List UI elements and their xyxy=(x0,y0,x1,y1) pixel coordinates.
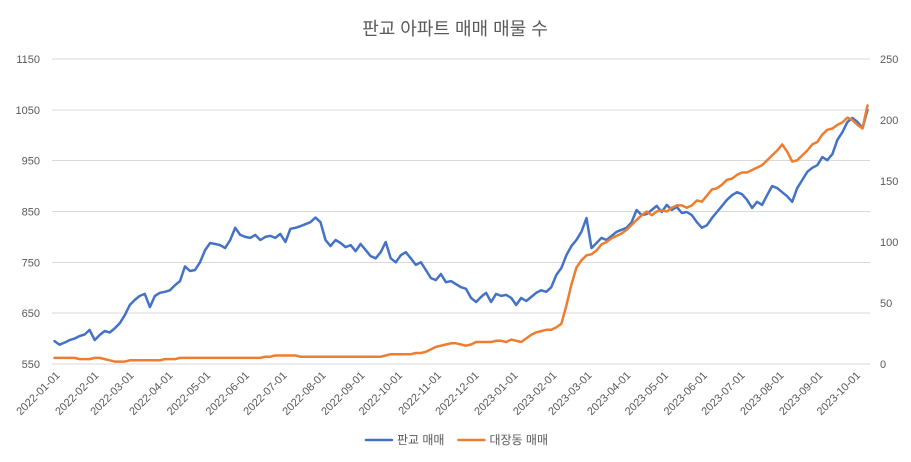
y-left-tick-label: 1150 xyxy=(16,54,40,66)
legend-label: 판교 매매 xyxy=(397,433,445,447)
chart-title: 판교 아파트 매매 매물 수 xyxy=(362,19,548,39)
series-lines xyxy=(53,104,869,363)
y-right-tick-label: 250 xyxy=(880,54,898,66)
y-right-tick-label: 50 xyxy=(880,298,892,310)
y-right-tick-label: 150 xyxy=(880,176,898,188)
legend: 판교 매매 대장동 매매 xyxy=(364,433,548,447)
legend-item-pangyo: 판교 매매 xyxy=(364,433,445,447)
y-left-tick-label: 650 xyxy=(22,308,40,320)
daejangdong-sale-line xyxy=(53,104,869,363)
y-left-tick-label: 550 xyxy=(22,359,40,371)
y-left-tick-label: 1050 xyxy=(16,105,40,117)
y-axis-left: 550 650 750 850 950 1050 1150 xyxy=(16,54,40,371)
legend-item-daejangdong: 대장동 매매 xyxy=(457,433,548,447)
y-right-tick-label: 200 xyxy=(880,115,898,127)
y-left-tick-label: 850 xyxy=(22,207,40,219)
y-left-tick-label: 950 xyxy=(22,156,40,168)
legend-label: 대장동 매매 xyxy=(489,433,548,447)
y-axis-right: 0 50 100 150 200 250 xyxy=(880,54,898,371)
y-right-tick-label: 100 xyxy=(880,237,898,249)
y-right-tick-label: 0 xyxy=(880,359,886,371)
gridlines xyxy=(52,58,870,365)
pangyo-sale-line xyxy=(53,108,869,346)
y-left-tick-label: 750 xyxy=(22,257,40,269)
